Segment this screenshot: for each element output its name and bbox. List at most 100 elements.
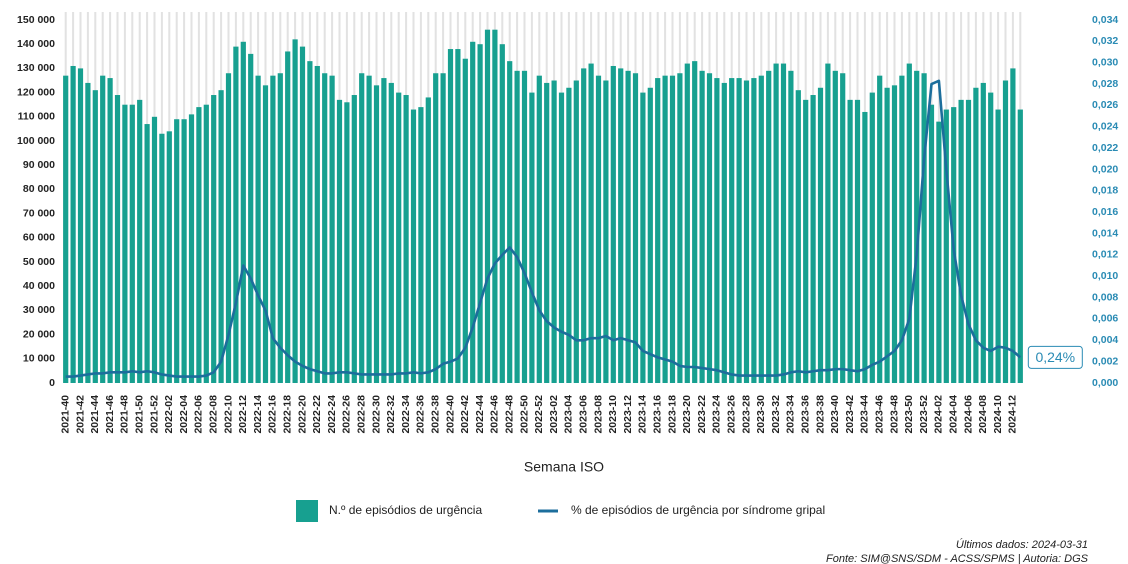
bar [832, 70, 838, 383]
bar [773, 63, 779, 384]
y2-tick-label: 0,032 [1092, 35, 1118, 47]
x-tick-label: 2023-24 [711, 395, 723, 434]
x-tick-label: 2023-40 [829, 395, 841, 434]
bar [100, 75, 106, 383]
bar [662, 75, 668, 383]
legend-label: % de episódios de urgência por síndrome … [571, 503, 825, 517]
bar [344, 102, 350, 383]
bar [817, 87, 824, 383]
bar [336, 99, 343, 384]
x-tick-label: 2024-10 [992, 395, 1004, 434]
x-tick-label: 2024-08 [977, 395, 989, 434]
bar [107, 78, 113, 383]
x-tick-label: 2023-14 [637, 395, 649, 434]
y2-tick-label: 0,022 [1092, 142, 1118, 154]
bar [788, 70, 794, 383]
bar [351, 95, 357, 384]
x-tick-label: 2023-34 [785, 395, 797, 434]
bar [181, 119, 187, 383]
y-tick-label: 70 000 [23, 207, 55, 219]
bar [625, 70, 631, 383]
x-tick-label: 2023-42 [844, 395, 856, 434]
x-tick-label: 2021-42 [74, 395, 86, 434]
bar [322, 73, 328, 384]
y-tick-label: 40 000 [23, 280, 55, 292]
value-label: 0,24% [1035, 349, 1075, 365]
bar [381, 78, 387, 383]
bar [410, 109, 417, 383]
x-tick-label: 2023-48 [888, 395, 900, 434]
bar [677, 73, 683, 384]
x-tick-label: 2022-40 [444, 395, 456, 434]
bar [921, 73, 927, 384]
x-tick-label: 2023-10 [607, 395, 619, 434]
bar [85, 82, 91, 384]
bar [507, 61, 513, 383]
bar [114, 95, 121, 384]
bar [854, 99, 861, 384]
bar [573, 80, 579, 383]
bar [359, 73, 365, 384]
bar [440, 73, 446, 384]
bar [403, 95, 409, 384]
bar [558, 92, 565, 383]
bar [433, 73, 439, 384]
x-tick-label: 2022-26 [341, 395, 353, 434]
x-axis-label: Semana ISO [524, 459, 604, 475]
x-tick-label: 2023-32 [770, 395, 782, 434]
bar [166, 131, 172, 383]
bar [240, 41, 246, 383]
x-tick-label: 2022-28 [355, 395, 367, 434]
bar [396, 92, 402, 383]
y-tick-label: 0 [49, 377, 55, 389]
y-tick-label: 120 000 [17, 86, 55, 98]
x-tick-label: 2023-22 [696, 395, 708, 434]
x-tick-label: 2023-06 [577, 395, 589, 434]
bar [780, 63, 787, 384]
bar [655, 78, 661, 383]
bar [877, 75, 883, 383]
bar [632, 73, 639, 384]
y2-tick-label: 0,014 [1092, 227, 1118, 239]
bar [551, 80, 557, 383]
x-tick-label: 2022-30 [370, 395, 382, 434]
x-tick-label: 2021-46 [104, 395, 116, 434]
bar [196, 107, 202, 384]
footnote: Últimos dados: 2024-03-31 [956, 538, 1088, 551]
legend-swatch [296, 500, 318, 522]
x-tick-label: 2021-48 [119, 395, 131, 434]
y-tick-label: 110 000 [18, 111, 56, 123]
x-tick-label: 2024-06 [962, 395, 974, 434]
bar [669, 75, 676, 383]
x-tick-label: 2024-02 [933, 395, 945, 434]
bar [159, 133, 165, 383]
x-tick-label: 2023-50 [903, 395, 915, 434]
value-label-box [1027, 345, 1083, 369]
bar [492, 29, 498, 384]
bar [714, 78, 720, 383]
bar [810, 95, 816, 384]
bar [225, 73, 232, 384]
y-tick-label: 90 000 [23, 159, 55, 171]
bar [943, 109, 949, 383]
y2-tick-label: 0,010 [1092, 270, 1118, 282]
x-tick-label: 2023-08 [592, 395, 604, 434]
bar [862, 111, 868, 384]
x-tick-label: 2023-18 [666, 395, 678, 434]
x-tick-label: 2022-10 [222, 395, 234, 434]
x-tick-label: 2023-16 [651, 395, 663, 434]
bar [891, 85, 898, 383]
bar [122, 104, 128, 383]
bar [536, 75, 542, 383]
x-tick-label: 2024-04 [947, 395, 959, 434]
x-tick-label: 2022-22 [311, 395, 323, 434]
bar [699, 70, 705, 383]
x-tick-label: 2023-52 [918, 395, 930, 434]
bar [462, 58, 468, 383]
y2-tick-label: 0,028 [1092, 78, 1118, 90]
y2-tick-label: 0,000 [1092, 377, 1118, 389]
x-tick-label: 2022-16 [267, 395, 279, 434]
bar [270, 75, 276, 383]
x-tick-label: 2024-12 [1007, 395, 1019, 434]
bar [262, 85, 269, 383]
